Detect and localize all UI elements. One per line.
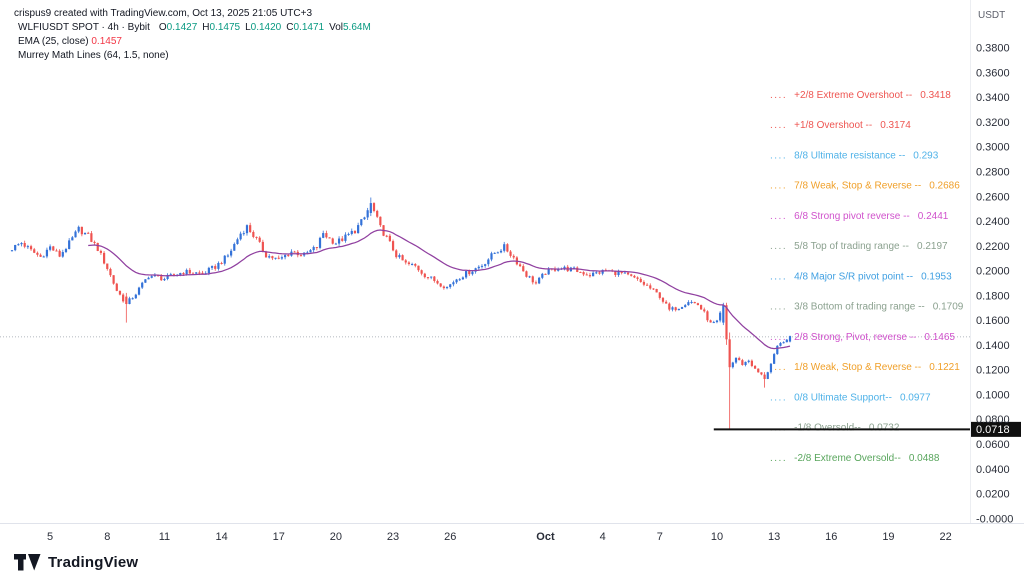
ohlc-segment: H0.1475 <box>202 22 241 33</box>
mml-level-label: .... 6/8 Strong pivot reverse -- 0.2441 <box>770 211 949 222</box>
y-tick-label[interactable]: 0.1600 <box>976 315 1010 327</box>
y-tick-label[interactable]: 0.2400 <box>976 216 1010 228</box>
y-tick-label[interactable]: 0.1200 <box>976 365 1010 377</box>
ema-legend-row: EMA (25, close) 0.1457 <box>14 35 371 48</box>
ema-label: EMA (25, close) <box>18 36 89 47</box>
y-tick-label[interactable]: -0.0000 <box>976 513 1013 525</box>
tradingview-logo[interactable]: TradingView <box>14 554 138 571</box>
attribution-text: crispus9 created with TradingView.com, O… <box>14 8 313 19</box>
mml-level-label: .... 7/8 Weak, Stop & Reverse -- 0.2686 <box>770 181 960 192</box>
x-tick-label[interactable]: 22 <box>939 531 951 543</box>
y-tick-label[interactable]: 0.3800 <box>976 43 1010 55</box>
x-tick-label[interactable]: 20 <box>330 531 342 543</box>
ema-line <box>88 229 791 350</box>
ohlc-segment: L0.1420 <box>245 22 282 33</box>
x-tick-label[interactable]: 16 <box>825 531 837 543</box>
mml-level-label: .... -1/8 Oversold-- 0.0732 <box>770 423 900 434</box>
mml-level-label: .... 5/8 Top of trading range -- 0.2197 <box>770 241 948 252</box>
y-tick-label[interactable]: 0.1800 <box>976 290 1010 302</box>
mml-level-label: .... 1/8 Weak, Stop & Reverse -- 0.1221 <box>770 362 960 373</box>
mml-level-label: .... 8/8 Ultimate resistance -- 0.293 <box>770 150 939 161</box>
y-tick-label[interactable]: 0.3000 <box>976 142 1010 154</box>
candle-wicks <box>11 197 791 430</box>
x-tick-label[interactable]: 5 <box>47 531 53 543</box>
ohlc-segment: O0.1427 <box>158 22 198 33</box>
y-tick-label[interactable]: 0.2200 <box>976 241 1010 253</box>
x-tick-label[interactable]: 17 <box>273 531 285 543</box>
x-tick-label[interactable]: 11 <box>159 531 170 543</box>
y-tick-label[interactable]: 0.1400 <box>976 340 1010 352</box>
x-tick-label[interactable]: 23 <box>387 531 399 543</box>
x-tick-label[interactable]: 10 <box>711 531 723 543</box>
mml-level-label: .... +2/8 Extreme Overshoot -- 0.3418 <box>770 90 951 101</box>
x-tick-label[interactable]: 7 <box>657 531 663 543</box>
low-price-badge <box>971 421 1021 437</box>
symbol-ohlc-row: WLFIUSDT SPOT · 4h · Bybit O0.1427 H0.1475… <box>14 21 371 34</box>
x-tick-label[interactable]: 19 <box>882 531 894 543</box>
ohlc-segment: Vol5.64M <box>329 22 371 33</box>
y-tick-label[interactable]: 0.0800 <box>976 414 1010 426</box>
y-tick-label[interactable]: 0.0200 <box>976 489 1010 501</box>
quote-currency-label: USDT <box>978 10 1006 21</box>
tradingview-logo-text: TradingView <box>48 554 139 571</box>
candle-bodies <box>10 203 792 379</box>
symbol-title: WLFIUSDT SPOT · 4h · Bybit <box>18 22 150 33</box>
mml-label: Murrey Math Lines (64, 1.5, none) <box>18 50 169 61</box>
mml-level-label: .... 2/8 Strong, Pivot, reverse -- 0.1465 <box>770 332 955 343</box>
y-tick-label[interactable]: 0.2000 <box>976 266 1010 278</box>
mml-level-label: .... 0/8 Ultimate Support-- 0.0977 <box>770 392 931 403</box>
mml-level-label: .... 3/8 Bottom of trading range -- 0.1709 <box>770 302 964 313</box>
x-tick-label[interactable]: 14 <box>215 531 227 543</box>
tradingview-logo-icon <box>14 554 41 571</box>
mml-legend-row: Murrey Math Lines (64, 1.5, none) <box>14 49 371 62</box>
x-tick-label[interactable]: 13 <box>768 531 780 543</box>
y-tick-label[interactable]: 0.3200 <box>976 117 1010 129</box>
x-tick-label[interactable]: 26 <box>444 531 456 543</box>
chart-legend: crispus9 created with TradingView.com, O… <box>14 6 371 62</box>
x-tick-label[interactable]: 4 <box>600 531 606 543</box>
y-tick-label[interactable]: 0.2800 <box>976 166 1010 178</box>
y-tick-label[interactable]: 0.3400 <box>976 92 1010 104</box>
ohlc-segment: C0.1471 <box>286 22 325 33</box>
mml-level-label: .... +1/8 Overshoot -- 0.3174 <box>770 120 911 131</box>
x-tick-label[interactable]: Oct <box>536 531 555 543</box>
ohlc-values: O0.1427 H0.1475 L0.1420 C0.1471 Vol5.64M <box>154 22 371 33</box>
low-price-badge-text: 0.0718 <box>976 424 1010 436</box>
x-tick-label[interactable]: 8 <box>104 531 110 543</box>
mml-level-label: .... 4/8 Major S/R pivot point -- 0.1953 <box>770 271 952 282</box>
mml-level-label: .... -2/8 Extreme Oversold-- 0.0488 <box>770 453 940 464</box>
ema-value: 0.1457 <box>91 36 122 47</box>
y-tick-label[interactable]: 0.0400 <box>976 464 1010 476</box>
y-tick-label[interactable]: 0.0600 <box>976 439 1010 451</box>
y-tick-label[interactable]: 0.2600 <box>976 191 1010 203</box>
y-tick-label[interactable]: 0.1000 <box>976 389 1010 401</box>
y-tick-label[interactable]: 0.3600 <box>976 67 1010 79</box>
